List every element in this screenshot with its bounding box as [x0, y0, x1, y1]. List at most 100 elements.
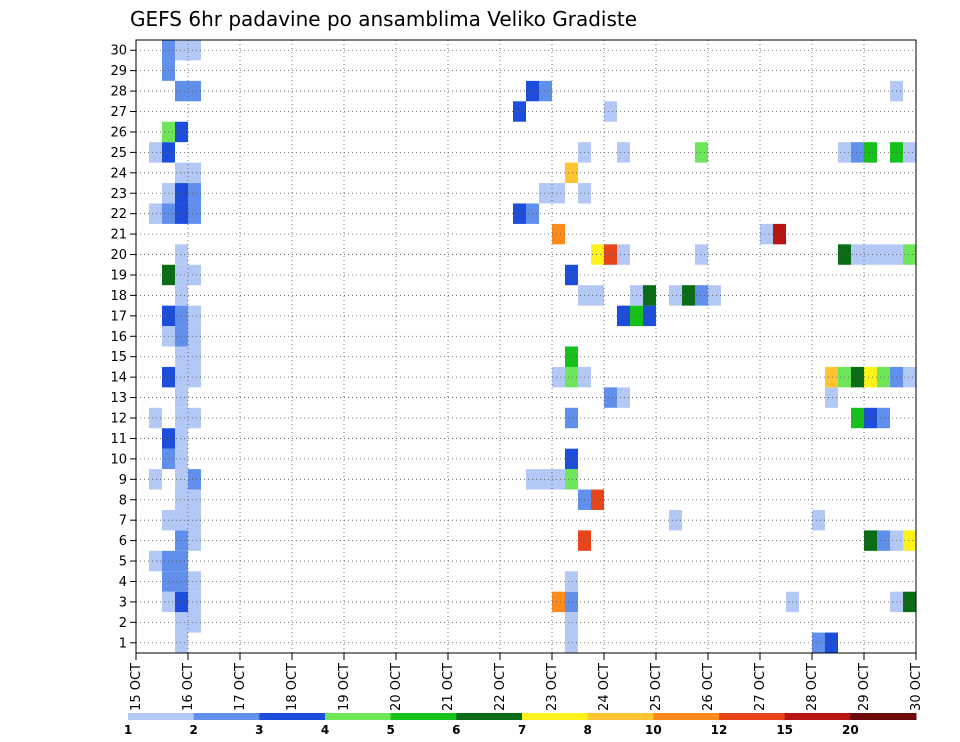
heatmap-cell	[175, 387, 188, 408]
heatmap-cell	[188, 489, 201, 510]
x-tick-label: 29 OCT	[857, 663, 872, 711]
heatmap-cell	[149, 203, 162, 224]
x-axis: 15 OCT 16 OCT 17 OCT 18 OCT 19 OCT 20 OCT 21 O…	[129, 653, 924, 711]
heatmap-cell	[188, 469, 201, 490]
heatmap-cell	[864, 530, 877, 551]
heatmap-cell	[864, 142, 877, 163]
heatmap-cell	[695, 285, 708, 306]
heatmap-cell	[565, 448, 578, 470]
heatmap-cell	[539, 183, 552, 204]
heatmap-cell	[591, 244, 604, 265]
y-tick-label: 22	[110, 207, 127, 222]
heatmap-cell	[175, 40, 188, 61]
heatmap-cell	[188, 162, 201, 184]
y-tick-label: 29	[110, 64, 127, 79]
heatmap-cell	[188, 612, 201, 633]
legend-swatch	[325, 713, 392, 720]
heatmap-cell	[188, 509, 201, 531]
heatmap-cell	[851, 407, 864, 429]
x-tick-label: 21 OCT	[441, 663, 456, 711]
x-tick-label: 27 OCT	[753, 663, 768, 711]
heatmap-cell	[760, 223, 773, 245]
heatmap-cell	[552, 469, 565, 490]
heatmap-cell	[851, 366, 864, 388]
x-tick-label: 25 OCT	[649, 663, 664, 711]
heatmap-cell	[513, 101, 526, 122]
heatmap-cell	[175, 162, 188, 184]
heatmap-cell	[877, 530, 890, 551]
y-tick-label: 13	[110, 391, 127, 406]
heatmap-cell	[565, 469, 578, 490]
y-tick-label: 15	[110, 350, 127, 365]
heatmap-cell	[539, 80, 552, 102]
heatmap-cell	[552, 223, 565, 245]
x-tick-label: 15 OCT	[129, 663, 144, 711]
heatmap-cell	[812, 632, 825, 653]
y-tick-label: 23	[110, 187, 127, 202]
heatmap-cell	[175, 121, 188, 143]
heatmap-cell	[825, 632, 838, 653]
x-tick-label: 19 OCT	[337, 663, 352, 711]
heatmap-cell	[591, 285, 604, 306]
legend-label: 4	[321, 723, 329, 737]
heatmap-cell	[591, 489, 604, 510]
heatmap-cell	[565, 612, 578, 633]
heatmap-cell	[175, 285, 188, 306]
heatmap-cell	[903, 244, 916, 265]
heatmap-cell	[877, 407, 890, 429]
heatmap-cell	[175, 469, 188, 490]
heatmap-cell	[565, 162, 578, 184]
heatmap-cell	[903, 366, 916, 388]
grid-lines	[136, 40, 916, 653]
heatmap-cell	[552, 591, 565, 613]
legend-label: 3	[255, 723, 263, 737]
heatmap-cell	[188, 40, 201, 61]
legend-label: 15	[776, 723, 793, 737]
heatmap-cell	[604, 101, 617, 122]
legend-swatch	[784, 713, 851, 720]
legend-swatch	[850, 713, 917, 720]
heatmap-cell	[175, 183, 188, 204]
heatmap-cell	[188, 183, 201, 204]
y-tick-label: 1	[119, 636, 127, 651]
y-tick-label: 11	[110, 432, 127, 447]
y-tick-label: 16	[110, 330, 127, 345]
legend-swatch	[259, 713, 326, 720]
heatmap-cell	[903, 591, 916, 613]
heatmap-cell	[175, 428, 188, 449]
heatmap-cell	[175, 612, 188, 633]
legend-label: 8	[583, 723, 591, 737]
legend-swatch	[522, 713, 589, 720]
heatmap-cell	[188, 346, 201, 367]
heatmap-cell	[903, 530, 916, 551]
heatmap-cell	[565, 346, 578, 367]
heatmap-cell	[175, 346, 188, 367]
heatmap-cell	[175, 407, 188, 429]
legend-label: 1	[124, 723, 132, 737]
heatmap-cell	[851, 244, 864, 265]
heatmap-cell	[552, 183, 565, 204]
heatmap-cell	[175, 80, 188, 102]
legend-swatch	[719, 713, 786, 720]
heatmap-cell	[565, 571, 578, 592]
legend-label: 6	[452, 723, 460, 737]
heatmap-cell	[188, 591, 201, 613]
legend-swatch	[587, 713, 654, 720]
y-tick-label: 9	[119, 473, 127, 488]
heatmap-cell	[617, 142, 630, 163]
x-tick-label: 22 OCT	[493, 663, 508, 711]
heatmap-cell	[175, 305, 188, 327]
legend-label: 2	[189, 723, 197, 737]
y-tick-label: 27	[110, 105, 127, 120]
y-tick-label: 6	[119, 534, 127, 549]
heatmap-cell	[188, 264, 201, 286]
x-tick-label: 18 OCT	[285, 663, 300, 711]
heatmap-cell	[175, 264, 188, 286]
heatmap-cell	[812, 509, 825, 531]
heatmap-cell	[903, 142, 916, 163]
heatmap-cell	[175, 326, 188, 347]
y-tick-label: 30	[110, 44, 127, 59]
x-tick-label: 20 OCT	[389, 663, 404, 711]
y-tick-label: 14	[110, 371, 127, 386]
y-tick-label: 5	[119, 555, 127, 570]
